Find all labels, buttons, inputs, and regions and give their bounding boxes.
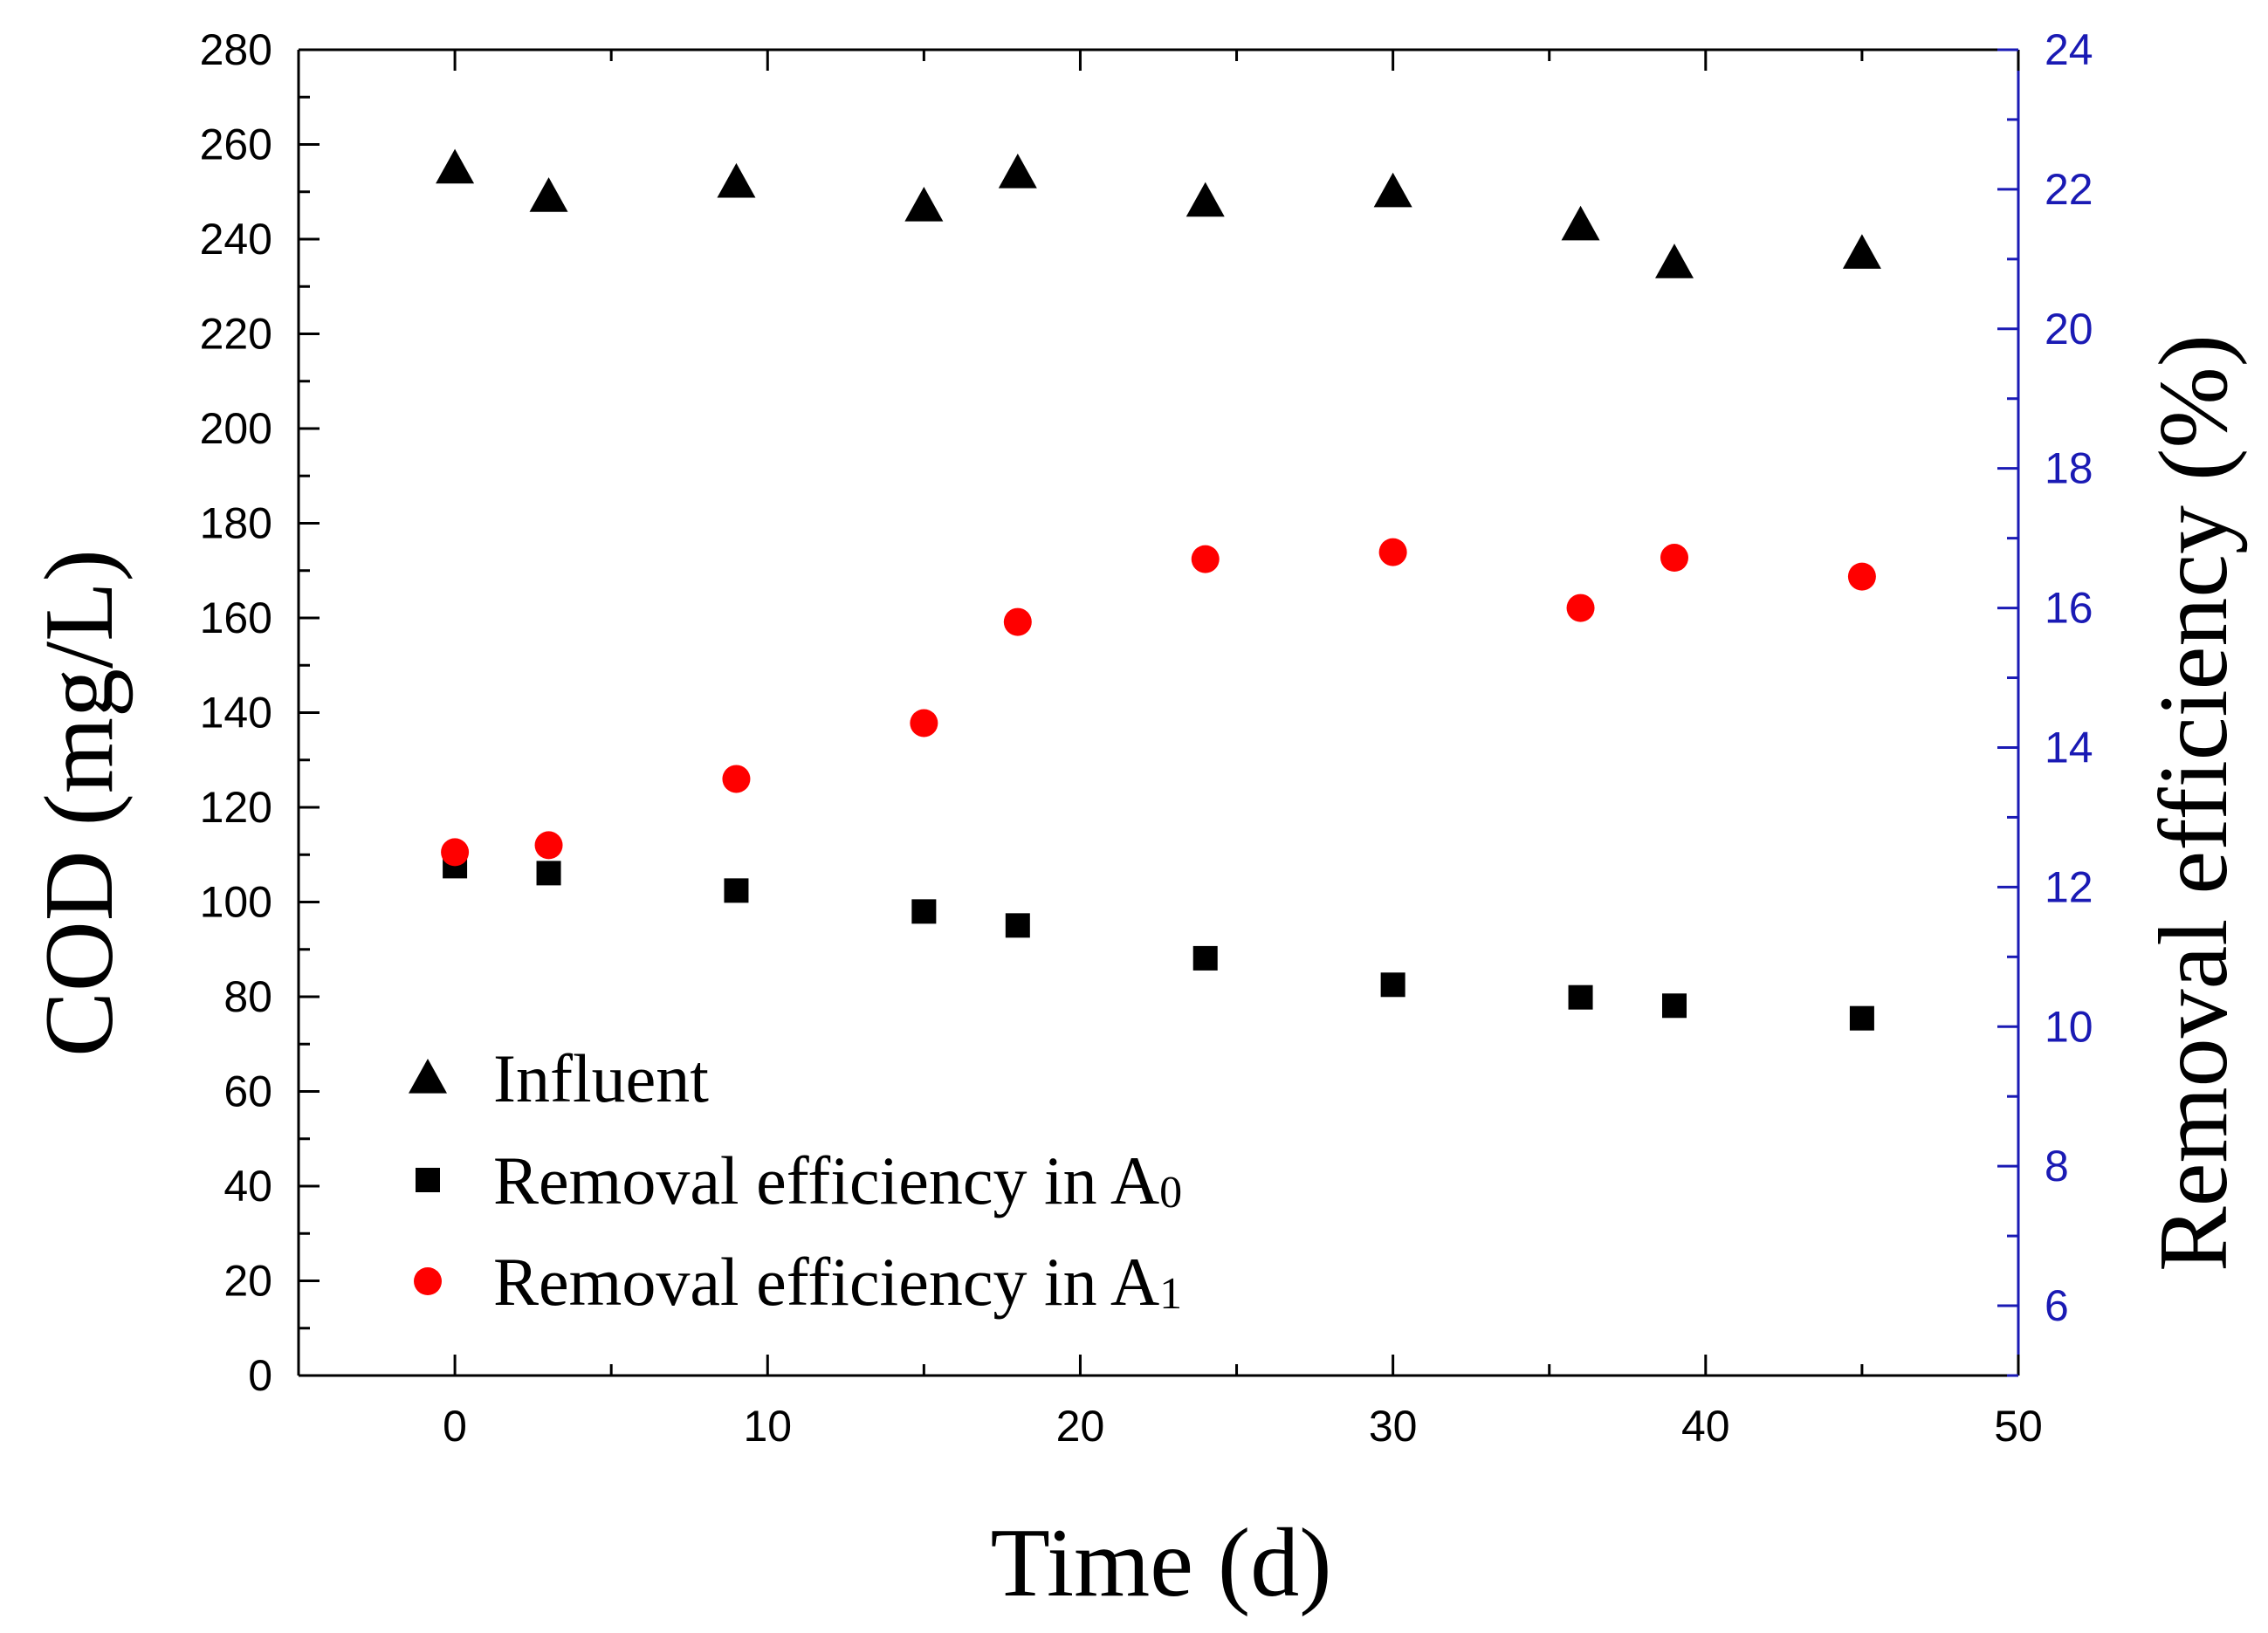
y-tick-label: 140 — [200, 689, 272, 738]
point-influent — [1655, 244, 1694, 278]
point-a0 — [1192, 945, 1218, 971]
x-tick-label: 0 — [443, 1402, 467, 1451]
legend-label-subscript: 1 — [1159, 1269, 1182, 1319]
point-a0 — [1005, 913, 1030, 938]
point-influent — [436, 148, 475, 184]
point-a0 — [911, 899, 937, 924]
data-marks — [436, 148, 1881, 1031]
y-tick-label: 220 — [200, 310, 272, 359]
point-a1 — [1847, 562, 1876, 591]
point-a1 — [722, 765, 751, 793]
point-a1 — [910, 709, 938, 738]
series-a0 — [443, 854, 1874, 1031]
y2-tick-label: 6 — [2045, 1281, 2069, 1330]
y-tick-label: 20 — [223, 1257, 272, 1306]
y-tick-label: 260 — [200, 120, 272, 169]
y2-tick-label: 10 — [2045, 1002, 2093, 1051]
y2-tick-label: 12 — [2045, 862, 2093, 911]
legend-label-influent: Influent — [493, 1040, 709, 1116]
point-influent — [1561, 205, 1600, 241]
y-tick-label: 80 — [223, 972, 272, 1021]
x-tick-label: 50 — [1994, 1402, 2043, 1451]
point-influent — [904, 187, 944, 222]
x-tick-label: 30 — [1369, 1402, 1418, 1451]
point-influent — [998, 154, 1037, 189]
x-axis-title: Time (d) — [990, 1509, 1331, 1617]
y2-tick-label: 8 — [2045, 1142, 2069, 1190]
x-tick-label: 20 — [1056, 1402, 1105, 1451]
y-tick-label: 280 — [200, 25, 272, 74]
point-a0 — [724, 878, 749, 903]
axis-titles: Time (d) COD (mg/L) Removal efficiency (… — [25, 334, 2248, 1617]
y-tick-label: 0 — [248, 1351, 272, 1400]
y-tick-label: 100 — [200, 878, 272, 927]
point-a0 — [1568, 985, 1593, 1010]
y2-tick-label: 18 — [2045, 444, 2093, 493]
point-a1 — [534, 831, 563, 860]
legend-marker-a0 — [416, 1168, 440, 1192]
y-axis-left-title: COD (mg/L) — [25, 549, 134, 1057]
x-axis: 0 10 20 30 40 50 — [297, 50, 2043, 1451]
y2-tick-label: 22 — [2045, 165, 2093, 214]
point-influent — [1842, 234, 1881, 269]
y-tick-label: 40 — [223, 1162, 272, 1211]
point-a1 — [1566, 594, 1595, 622]
y2-tick-label: 24 — [2045, 25, 2093, 74]
point-a1 — [1378, 538, 1407, 566]
legend-label-subscript: 0 — [1159, 1168, 1182, 1218]
legend-marker-a1 — [414, 1267, 442, 1295]
legend-label-text: Influent — [493, 1040, 709, 1116]
point-a1 — [1003, 607, 1032, 636]
point-influent — [529, 177, 568, 212]
legend-label-a1: Removal efficiency in A1 — [493, 1244, 1182, 1320]
y-tick-label: 60 — [223, 1067, 272, 1116]
series-influent — [436, 148, 1881, 278]
point-influent — [1373, 172, 1412, 208]
y-tick-label: 200 — [200, 404, 272, 453]
legend-label-text: Removal efficiency in A — [493, 1142, 1159, 1218]
x-tick-label: 10 — [743, 1402, 792, 1451]
y-tick-label: 120 — [200, 783, 272, 832]
legend-marker-influent — [409, 1059, 447, 1094]
point-a1 — [441, 838, 470, 867]
series-a1 — [441, 538, 1876, 867]
point-influent — [1186, 182, 1225, 217]
point-a0 — [536, 861, 561, 886]
y-axis-right: 6 8 10 12 14 16 18 20 22 24 — [1997, 25, 2093, 1377]
y-axis-right-title: Removal efficiency (%) — [2140, 334, 2248, 1272]
y2-tick-label: 20 — [2045, 305, 2093, 353]
legend-label-a0: Removal efficiency in A0 — [493, 1142, 1182, 1218]
point-a0 — [1380, 972, 1405, 998]
y2-tick-label: 16 — [2045, 584, 2093, 633]
y2-tick-label: 14 — [2045, 723, 2093, 772]
point-a0 — [1662, 993, 1687, 1019]
y-tick-label: 180 — [200, 499, 272, 548]
x-tick-label: 40 — [1681, 1402, 1730, 1451]
point-a1 — [1191, 545, 1220, 573]
legend-label-text: Removal efficiency in A — [493, 1244, 1159, 1320]
y-tick-label: 240 — [200, 215, 272, 264]
point-influent — [717, 162, 756, 198]
y-tick-label: 160 — [200, 594, 272, 642]
y-axis-left: 0 20 40 60 80 100 120 140 160 180 200 220 240 260 280 — [200, 25, 320, 1400]
point-a0 — [1849, 1005, 1874, 1031]
point-a1 — [1660, 544, 1688, 573]
